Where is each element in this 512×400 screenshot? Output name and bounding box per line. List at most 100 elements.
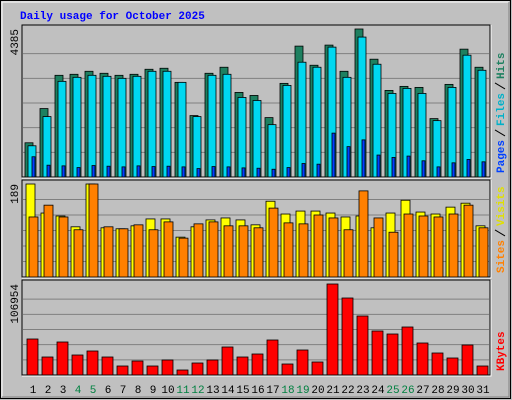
bar [462, 54, 472, 178]
bar [346, 146, 351, 178]
bar [343, 229, 354, 278]
bar [131, 360, 144, 376]
x-tick-label: 21 [326, 385, 340, 397]
bar [146, 365, 159, 376]
bar [298, 223, 309, 278]
panel-bevel [22, 25, 492, 179]
x-tick-label: 24 [371, 385, 385, 397]
x-tick-label: 4 [75, 385, 82, 397]
legend-label: Hits [496, 53, 508, 79]
bar [296, 349, 309, 376]
bar [117, 77, 127, 178]
bar [313, 214, 324, 278]
bar [433, 216, 444, 278]
bar [461, 344, 474, 376]
bar [211, 166, 216, 178]
bar [41, 356, 54, 376]
bar [416, 342, 429, 376]
panel-bevel [22, 280, 492, 377]
bar [477, 69, 487, 178]
legend: KBytes [496, 331, 508, 371]
x-tick-label: 12 [191, 385, 204, 397]
bar [421, 160, 426, 178]
x-tick-label: 8 [135, 385, 142, 397]
legend-label: Files [496, 93, 508, 126]
x-tick-label: 11 [176, 385, 190, 397]
x-tick-label: 25 [386, 385, 399, 397]
bar [58, 216, 69, 278]
bar [87, 74, 97, 178]
bar [466, 159, 471, 178]
x-tick-label: 15 [236, 385, 249, 397]
legend-separator [494, 82, 506, 90]
y-tick-label: 106954 [10, 284, 22, 324]
bar [166, 165, 171, 178]
bar [86, 350, 99, 376]
x-tick-label: 20 [311, 385, 324, 397]
bar [286, 167, 291, 178]
bar [56, 341, 69, 376]
bar [206, 359, 219, 376]
bar [101, 356, 114, 376]
bar [191, 362, 204, 376]
bar [223, 225, 234, 278]
bar [403, 213, 414, 278]
legend: Sites Visits [494, 186, 508, 273]
bar [106, 165, 111, 178]
bar [436, 166, 441, 178]
bar [391, 157, 396, 178]
bar [193, 223, 204, 278]
bar [241, 167, 246, 178]
bar [311, 361, 324, 376]
bar [283, 222, 294, 278]
legend-separator [494, 129, 506, 137]
legend-label: Pages [496, 140, 508, 173]
bar [373, 217, 384, 278]
bar [326, 283, 339, 376]
x-tick-label: 17 [266, 385, 279, 397]
bar [301, 163, 306, 178]
bar [451, 162, 456, 178]
x-tick-label: 1 [30, 385, 37, 397]
x-tick-label: 26 [401, 385, 414, 397]
bar [476, 365, 489, 376]
bar [91, 165, 96, 178]
bar [252, 100, 262, 178]
bar [328, 217, 339, 278]
bar [116, 365, 129, 376]
bar [177, 81, 187, 178]
bar [386, 333, 399, 376]
bar [236, 356, 249, 376]
x-tick-label: 13 [206, 385, 219, 397]
bar [76, 167, 81, 178]
x-tick-label: 7 [120, 385, 127, 397]
bar [431, 352, 444, 376]
x-tick-label: 29 [446, 385, 459, 397]
bar [151, 166, 156, 178]
legend-label: Visits [496, 186, 508, 226]
bar [178, 237, 189, 278]
bar [388, 231, 399, 278]
bar [316, 163, 321, 178]
bar [376, 154, 381, 178]
bar [448, 213, 459, 278]
legend-separator [494, 229, 506, 237]
bar [341, 297, 354, 376]
bar [136, 165, 141, 178]
bar [356, 315, 369, 376]
bar [118, 228, 129, 278]
bar [102, 75, 112, 178]
bar [192, 116, 202, 178]
bar [88, 183, 99, 278]
bar [401, 326, 414, 376]
bar [208, 221, 219, 278]
bar [73, 229, 84, 278]
bar [361, 139, 366, 178]
legend-label: KBytes [496, 331, 508, 371]
bar [268, 207, 279, 278]
x-tick-label: 31 [476, 385, 490, 397]
bar [446, 357, 459, 376]
bar [31, 156, 36, 178]
